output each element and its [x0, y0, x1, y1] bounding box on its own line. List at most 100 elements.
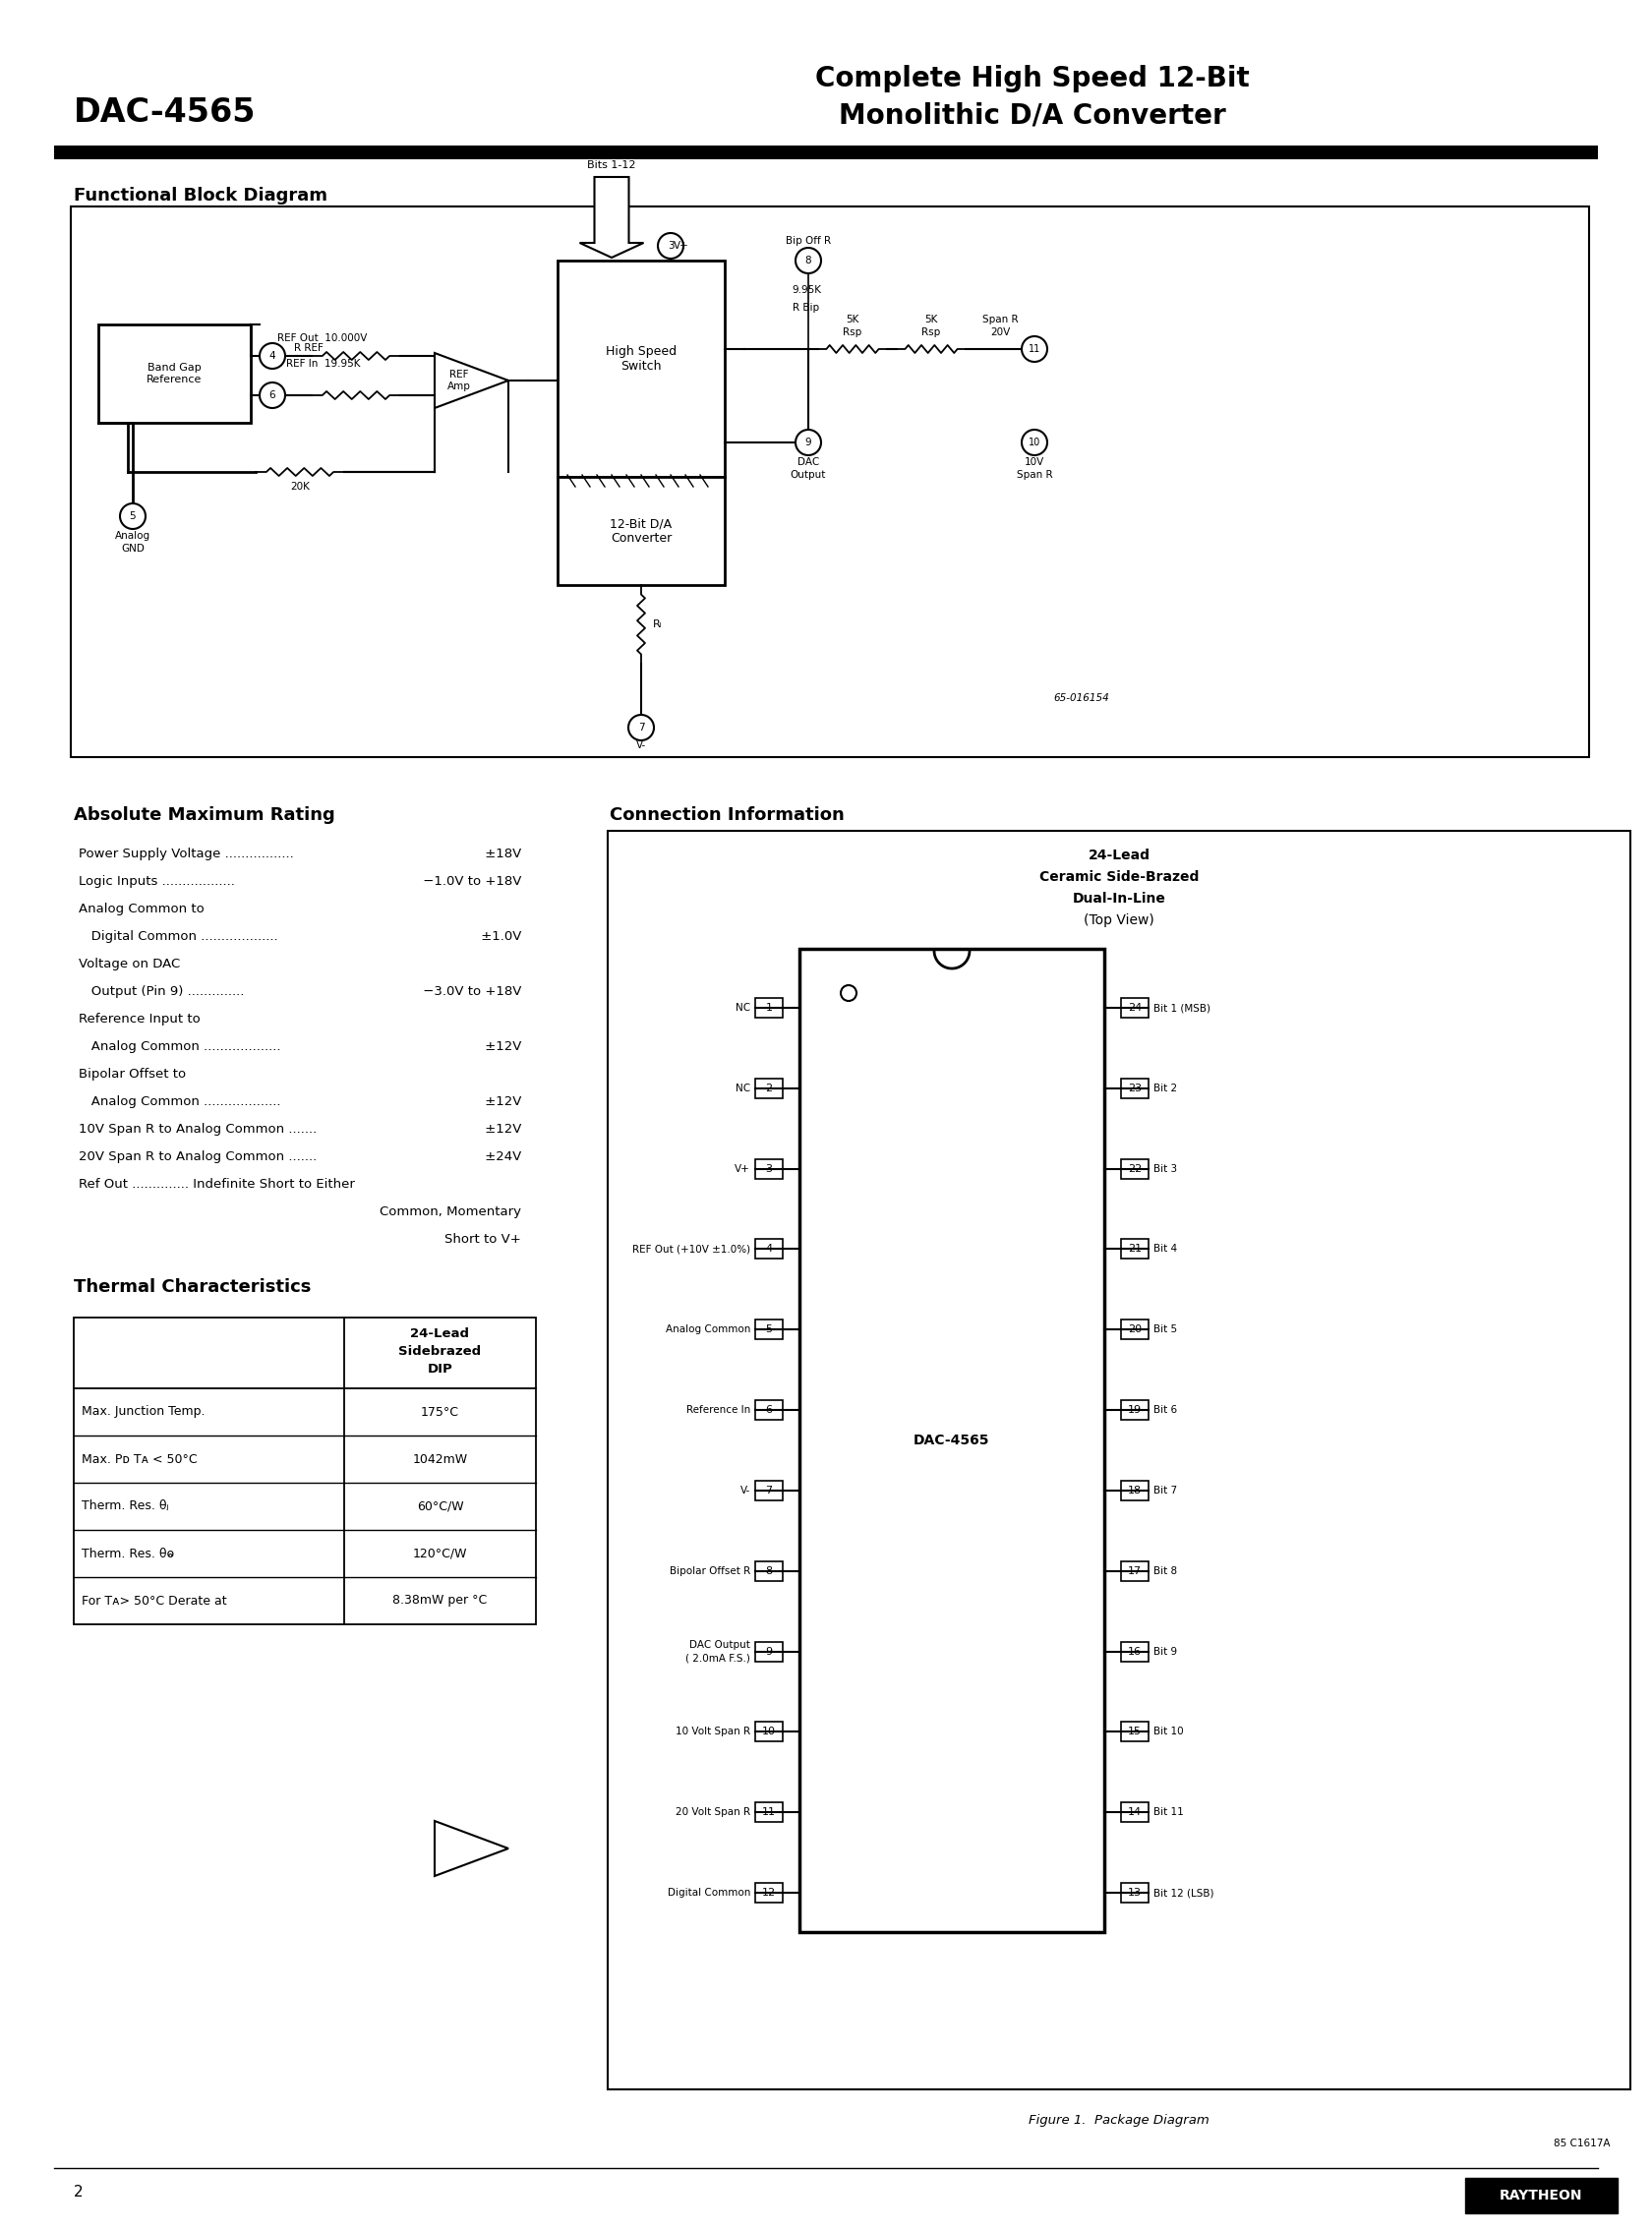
Text: Rsp: Rsp	[922, 328, 940, 337]
Text: V-: V-	[636, 740, 646, 751]
Text: Reference In: Reference In	[686, 1404, 750, 1415]
Text: 10 Volt Span R: 10 Volt Span R	[676, 1727, 750, 1736]
Text: NC: NC	[735, 1003, 750, 1012]
Text: For Tᴀ> 50°C Derate at: For Tᴀ> 50°C Derate at	[81, 1594, 226, 1607]
Text: 20V: 20V	[990, 328, 1009, 337]
Text: Analog Common: Analog Common	[666, 1324, 750, 1335]
Text: DAC-4565: DAC-4565	[74, 96, 256, 129]
Text: 5K: 5K	[925, 314, 938, 325]
Text: 13: 13	[1128, 1888, 1142, 1897]
Text: 24-Lead: 24-Lead	[1089, 849, 1150, 863]
Bar	[1122, 1641, 1148, 1661]
Text: 22: 22	[1128, 1164, 1142, 1175]
Text: Bit 9: Bit 9	[1153, 1647, 1178, 1656]
Text: Max. Pᴅ Tᴀ < 50°C: Max. Pᴅ Tᴀ < 50°C	[81, 1453, 197, 1464]
Text: Max. Junction Temp.: Max. Junction Temp.	[81, 1406, 205, 1418]
Text: Therm. Res. θⱺ: Therm. Res. θⱺ	[81, 1547, 173, 1560]
Text: Monolithic D/A Converter: Monolithic D/A Converter	[839, 103, 1226, 129]
Text: Bit 3: Bit 3	[1153, 1164, 1178, 1175]
Text: (Top View): (Top View)	[1084, 914, 1155, 927]
Text: 20 Volt Span R: 20 Volt Span R	[676, 1808, 750, 1817]
Text: 8.38mW per °C: 8.38mW per °C	[393, 1594, 487, 1607]
Bar	[755, 1159, 783, 1179]
Bar	[74, 1317, 535, 1625]
Text: Bit 7: Bit 7	[1153, 1485, 1178, 1496]
Text: Span R: Span R	[981, 314, 1018, 325]
Text: REF Out (+10V ±1.0%): REF Out (+10V ±1.0%)	[633, 1244, 750, 1255]
Text: 85 C1617A: 85 C1617A	[1555, 2138, 1611, 2149]
Bar	[755, 1079, 783, 1099]
Text: Functional Block Diagram: Functional Block Diagram	[74, 187, 327, 205]
Text: ±12V: ±12V	[481, 1094, 520, 1108]
Bar	[55, 145, 1597, 158]
Text: Common, Momentary: Common, Momentary	[380, 1206, 520, 1219]
Text: ±12V: ±12V	[481, 1041, 520, 1052]
Text: 20: 20	[1128, 1324, 1142, 1335]
Text: 7: 7	[765, 1485, 773, 1496]
Text: 7: 7	[638, 722, 644, 733]
Text: 3: 3	[765, 1164, 773, 1175]
Bar	[755, 1239, 783, 1259]
Text: 21: 21	[1128, 1244, 1142, 1255]
Text: Ref Out .............. Indefinite Short to Either: Ref Out .............. Indefinite Short …	[79, 1177, 355, 1190]
Text: Logic Inputs ..................: Logic Inputs ..................	[79, 876, 235, 887]
Text: Complete High Speed 12-Bit: Complete High Speed 12-Bit	[816, 65, 1249, 91]
Text: 18: 18	[1128, 1485, 1142, 1496]
Text: V-: V-	[740, 1485, 750, 1496]
Bar	[755, 1884, 783, 1904]
Text: 6: 6	[765, 1404, 773, 1415]
Text: Band Gap
Reference: Band Gap Reference	[147, 363, 202, 383]
Text: 175°C: 175°C	[421, 1406, 459, 1418]
Circle shape	[1021, 430, 1047, 455]
Polygon shape	[580, 176, 644, 259]
Text: 19: 19	[1128, 1404, 1142, 1415]
Text: Span R: Span R	[1016, 470, 1052, 479]
Bar	[558, 477, 725, 584]
Text: 6: 6	[269, 390, 276, 401]
Bar	[755, 1320, 783, 1340]
Text: REF Out  10.000V: REF Out 10.000V	[278, 334, 367, 343]
Text: R Bip: R Bip	[793, 303, 819, 312]
Text: Bip Off R: Bip Off R	[786, 236, 831, 245]
Text: 60°C/W: 60°C/W	[416, 1500, 464, 1513]
Text: Bit 5: Bit 5	[1153, 1324, 1178, 1335]
Circle shape	[259, 343, 286, 368]
Text: V+: V+	[674, 241, 689, 250]
Text: −3.0V to +18V: −3.0V to +18V	[418, 985, 520, 999]
Text: 17: 17	[1128, 1567, 1142, 1576]
Bar	[755, 1400, 783, 1420]
Text: 23: 23	[1128, 1083, 1142, 1092]
Text: REF
Amp: REF Amp	[448, 370, 471, 390]
Text: 10: 10	[762, 1727, 776, 1736]
Text: ±1.0V: ±1.0V	[476, 929, 520, 943]
Text: Voltage on DAC: Voltage on DAC	[79, 958, 180, 970]
Circle shape	[657, 234, 684, 259]
Text: Bit 11: Bit 11	[1153, 1808, 1184, 1817]
Text: Bits 1-12: Bits 1-12	[588, 160, 636, 169]
Bar	[1122, 1560, 1148, 1580]
Text: DAC-4565: DAC-4565	[914, 1433, 990, 1447]
Bar	[1122, 1480, 1148, 1500]
Text: 10V: 10V	[1024, 457, 1044, 468]
Text: 12-Bit D/A
Converter: 12-Bit D/A Converter	[610, 517, 672, 544]
Bar	[1122, 1159, 1148, 1179]
Text: 5: 5	[765, 1324, 773, 1335]
Text: 11: 11	[762, 1808, 776, 1817]
Text: ±18V: ±18V	[481, 847, 520, 860]
Text: 20V Span R to Analog Common .......: 20V Span R to Analog Common .......	[79, 1150, 317, 1164]
Bar	[99, 325, 251, 424]
Text: REF In  19.95K: REF In 19.95K	[286, 359, 360, 368]
Text: Figure 1.  Package Diagram: Figure 1. Package Diagram	[1029, 2113, 1209, 2126]
Circle shape	[841, 985, 856, 1001]
Bar	[755, 1560, 783, 1580]
Text: Bit 2: Bit 2	[1153, 1083, 1178, 1092]
Text: Therm. Res. θⱼ: Therm. Res. θⱼ	[81, 1500, 169, 1513]
Text: Bit 10: Bit 10	[1153, 1727, 1183, 1736]
Circle shape	[796, 247, 821, 274]
Text: 14: 14	[1128, 1808, 1142, 1817]
Text: Rₗ: Rₗ	[653, 620, 662, 629]
Text: ±12V: ±12V	[481, 1123, 520, 1135]
Text: Dual-In-Line: Dual-In-Line	[1072, 892, 1166, 905]
Text: 16: 16	[1128, 1647, 1142, 1656]
Text: Short to V+: Short to V+	[444, 1233, 520, 1246]
